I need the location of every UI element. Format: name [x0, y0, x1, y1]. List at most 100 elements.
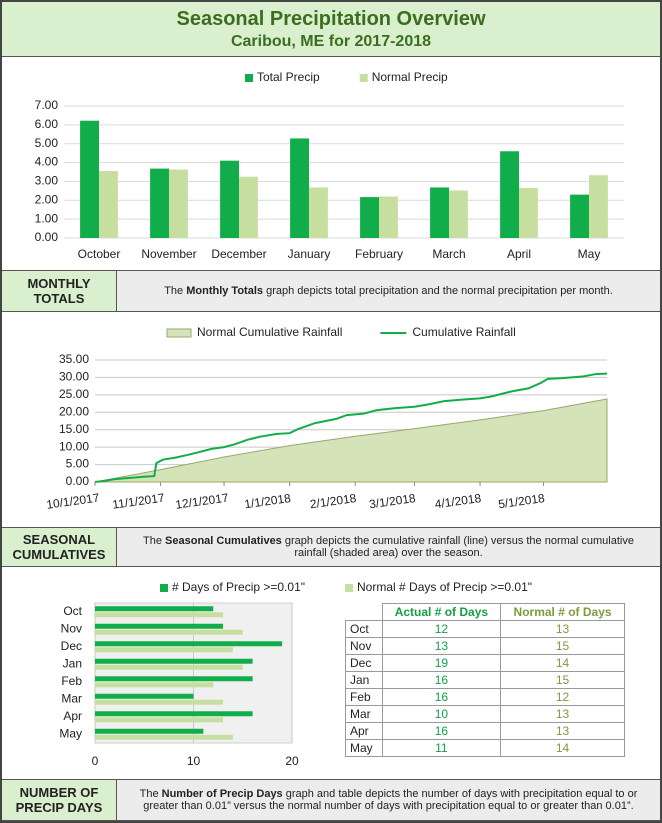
text: The — [139, 788, 162, 800]
y-tick-label: 0.00 — [66, 474, 90, 488]
section-text: The Number of Precip Days graph and tabl… — [117, 780, 660, 820]
bar — [95, 699, 224, 705]
bar — [500, 151, 519, 238]
cumulative-chart: 0.00 5.00 10.00 15.00 20.00 25.00 30.00 35.00 10… — [45, 325, 608, 512]
y-tick-label: Mar — [61, 691, 82, 705]
table-row: Mar 10 13 — [345, 705, 625, 723]
x-tick-label: 10/1/2017 — [45, 490, 100, 511]
cell: 13 — [500, 722, 625, 740]
bar — [239, 176, 258, 238]
y-tick-label: 20.00 — [59, 404, 89, 418]
cell: 14 — [500, 654, 625, 672]
table-row: Jan 16 15 — [345, 671, 625, 689]
bar — [220, 160, 239, 238]
y-tick-label: 35.00 — [59, 352, 89, 366]
bar — [95, 676, 253, 682]
bar — [95, 682, 214, 688]
y-tick-label: Apr — [63, 709, 82, 723]
x-tick-label: 5/1/2018 — [497, 491, 546, 511]
bar — [309, 187, 328, 238]
row-label: Oct — [345, 620, 383, 638]
section-band: SEASONAL CUMULATIVES The Seasonal Cumula… — [2, 527, 660, 567]
y-tick-label: 2.00 — [35, 192, 59, 206]
bar — [95, 664, 243, 670]
y-tick-label: May — [59, 726, 82, 740]
days-panel: 0 10 20 Oct Nov Dec Jan Feb Mar Apr May # Days of P… — [2, 567, 660, 779]
section-band: MONTHLY TOTALS The Monthly Totals graph … — [2, 270, 660, 312]
text: The — [164, 285, 187, 297]
bar — [589, 175, 608, 238]
legend-label: Cumulative Rainfall — [412, 325, 515, 339]
days-table: Actual # of Days Normal # of Days Oct 12 13 N… — [345, 603, 625, 757]
bar — [95, 606, 214, 612]
table-row: Dec 19 14 — [345, 654, 625, 672]
cell: 12 — [500, 688, 625, 706]
section-text: The Seasonal Cumulatives graph depicts t… — [117, 528, 660, 566]
x-tick-label: November — [141, 247, 196, 261]
header-row: Actual # of Days Normal # of Days — [345, 603, 625, 621]
legend-swatch — [345, 584, 354, 592]
bar — [95, 629, 243, 635]
cell: 10 — [381, 705, 502, 723]
bar — [379, 196, 398, 238]
cell: 13 — [500, 620, 625, 638]
table-row: Apr 16 13 — [345, 722, 625, 740]
cell: 19 — [381, 654, 502, 672]
legend-label: Normal Cumulative Rainfall — [197, 325, 342, 339]
text: graph and table depicts the number of da… — [143, 788, 638, 812]
row-label: Feb — [345, 688, 383, 706]
bar — [95, 728, 204, 734]
legend-label: Total Precip — [257, 70, 320, 84]
section-text: The Monthly Totals graph depicts total p… — [117, 271, 660, 311]
y-tick-label: 15.00 — [59, 422, 89, 436]
bar — [290, 138, 309, 238]
row-label: May — [345, 739, 383, 757]
cell: 16 — [381, 688, 502, 706]
bar — [95, 693, 194, 699]
row-label: Apr — [345, 722, 383, 740]
corner-cell — [345, 603, 383, 621]
text-bold: Seasonal Cumulatives — [165, 535, 282, 547]
header: Seasonal Precipitation Overview Caribou,… — [2, 2, 660, 57]
table-row: Oct 12 13 — [345, 620, 625, 638]
line — [94, 372, 608, 483]
bar — [95, 641, 283, 647]
x-tick-label: March — [432, 247, 465, 261]
section-band: NUMBER OF PRECIP DAYS The Number of Prec… — [2, 779, 660, 821]
x-tick-label: 10 — [187, 754, 201, 768]
section-label: NUMBER OF PRECIP DAYS — [2, 780, 117, 820]
legend-label: # Days of Precip >=0.01" — [172, 580, 305, 594]
row-label: Nov — [345, 637, 383, 655]
bar — [570, 194, 589, 238]
x-tick-label: 11/1/2017 — [112, 491, 166, 512]
row-label: Jan — [345, 671, 383, 689]
cell: 11 — [381, 739, 502, 757]
section-label: SEASONAL CUMULATIVES — [2, 528, 117, 566]
bar — [95, 623, 224, 629]
bar — [99, 171, 118, 238]
cell: 15 — [500, 637, 625, 655]
y-tick-label: 0.00 — [35, 230, 59, 244]
column-header: Normal # of Days — [500, 603, 625, 621]
x-tick-label: 12/1/2017 — [175, 490, 230, 511]
x-tick-label: October — [78, 247, 121, 261]
section-label: MONTHLY TOTALS — [2, 271, 117, 311]
bar — [95, 612, 224, 618]
bar — [95, 647, 233, 653]
y-tick-label: Oct — [63, 604, 82, 618]
bar — [519, 188, 538, 238]
x-tick-label: May — [578, 247, 601, 261]
legend-swatch — [245, 74, 253, 82]
y-tick-label: 4.00 — [35, 155, 59, 169]
y-tick-label: 10.00 — [59, 439, 89, 453]
bar — [430, 187, 449, 238]
text: The — [143, 535, 166, 547]
y-tick-label: 3.00 — [35, 174, 59, 188]
bar — [150, 168, 169, 238]
cell: 14 — [500, 739, 625, 757]
cell: 12 — [381, 620, 502, 638]
monthly-panel: 0.00 1.00 2.00 3.00 4.00 5.00 6.00 7.00 October N… — [2, 57, 660, 270]
x-tick-label: 2/1/2018 — [309, 491, 358, 511]
